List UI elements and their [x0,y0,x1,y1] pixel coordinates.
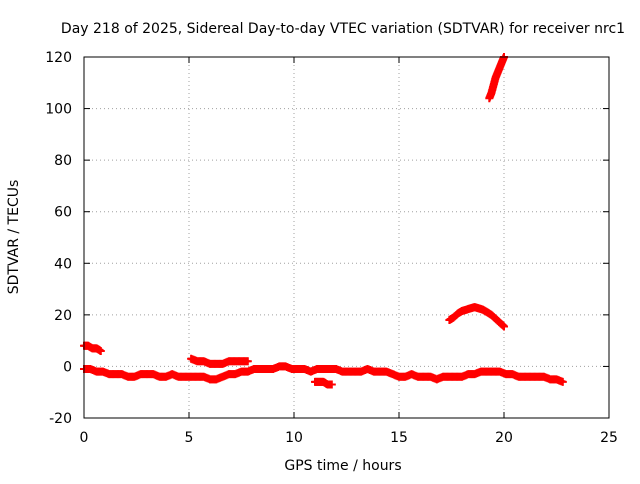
data-point-marker [500,322,508,331]
plot-frame [83,56,610,419]
tick-layer [83,56,610,419]
grid-layer [84,57,609,418]
data-point-marker [327,380,336,389]
y-tick-label: 120 [45,50,72,66]
y-tick-label: 100 [45,102,72,118]
data-layer [80,53,567,389]
y-tick-label: 80 [54,153,72,169]
tick-label-layer: 0 5 10 15 20 25 -20 0 20 40 60 80 100 120 [45,50,618,446]
y-tick-label: 20 [54,308,72,324]
data-point-marker [558,377,567,386]
y-tick-label: -20 [49,411,72,427]
chart-title: Day 218 of 2025, Sidereal Day-to-day VTE… [61,21,625,37]
data-point-marker [96,346,105,355]
data-point-marker [243,357,252,366]
x-axis-label: GPS time / hours [284,458,401,474]
x-tick-label: 20 [495,430,513,446]
y-tick-label: 0 [63,359,72,375]
x-tick-label: 15 [390,430,408,446]
series-offset-segments [80,341,336,389]
x-tick-label: 0 [80,430,89,446]
y-tick-label: 40 [54,256,72,272]
x-tick-label: 25 [600,430,618,446]
y-axis-label: SDTVAR / TECUs [6,180,22,295]
x-tick-label: 5 [185,430,194,446]
x-tick-label: 10 [285,430,303,446]
series-arc-segment [445,303,508,331]
series-rising-segment [485,53,508,103]
y-tick-label: 60 [54,205,72,221]
series-baseline-track [80,362,567,386]
